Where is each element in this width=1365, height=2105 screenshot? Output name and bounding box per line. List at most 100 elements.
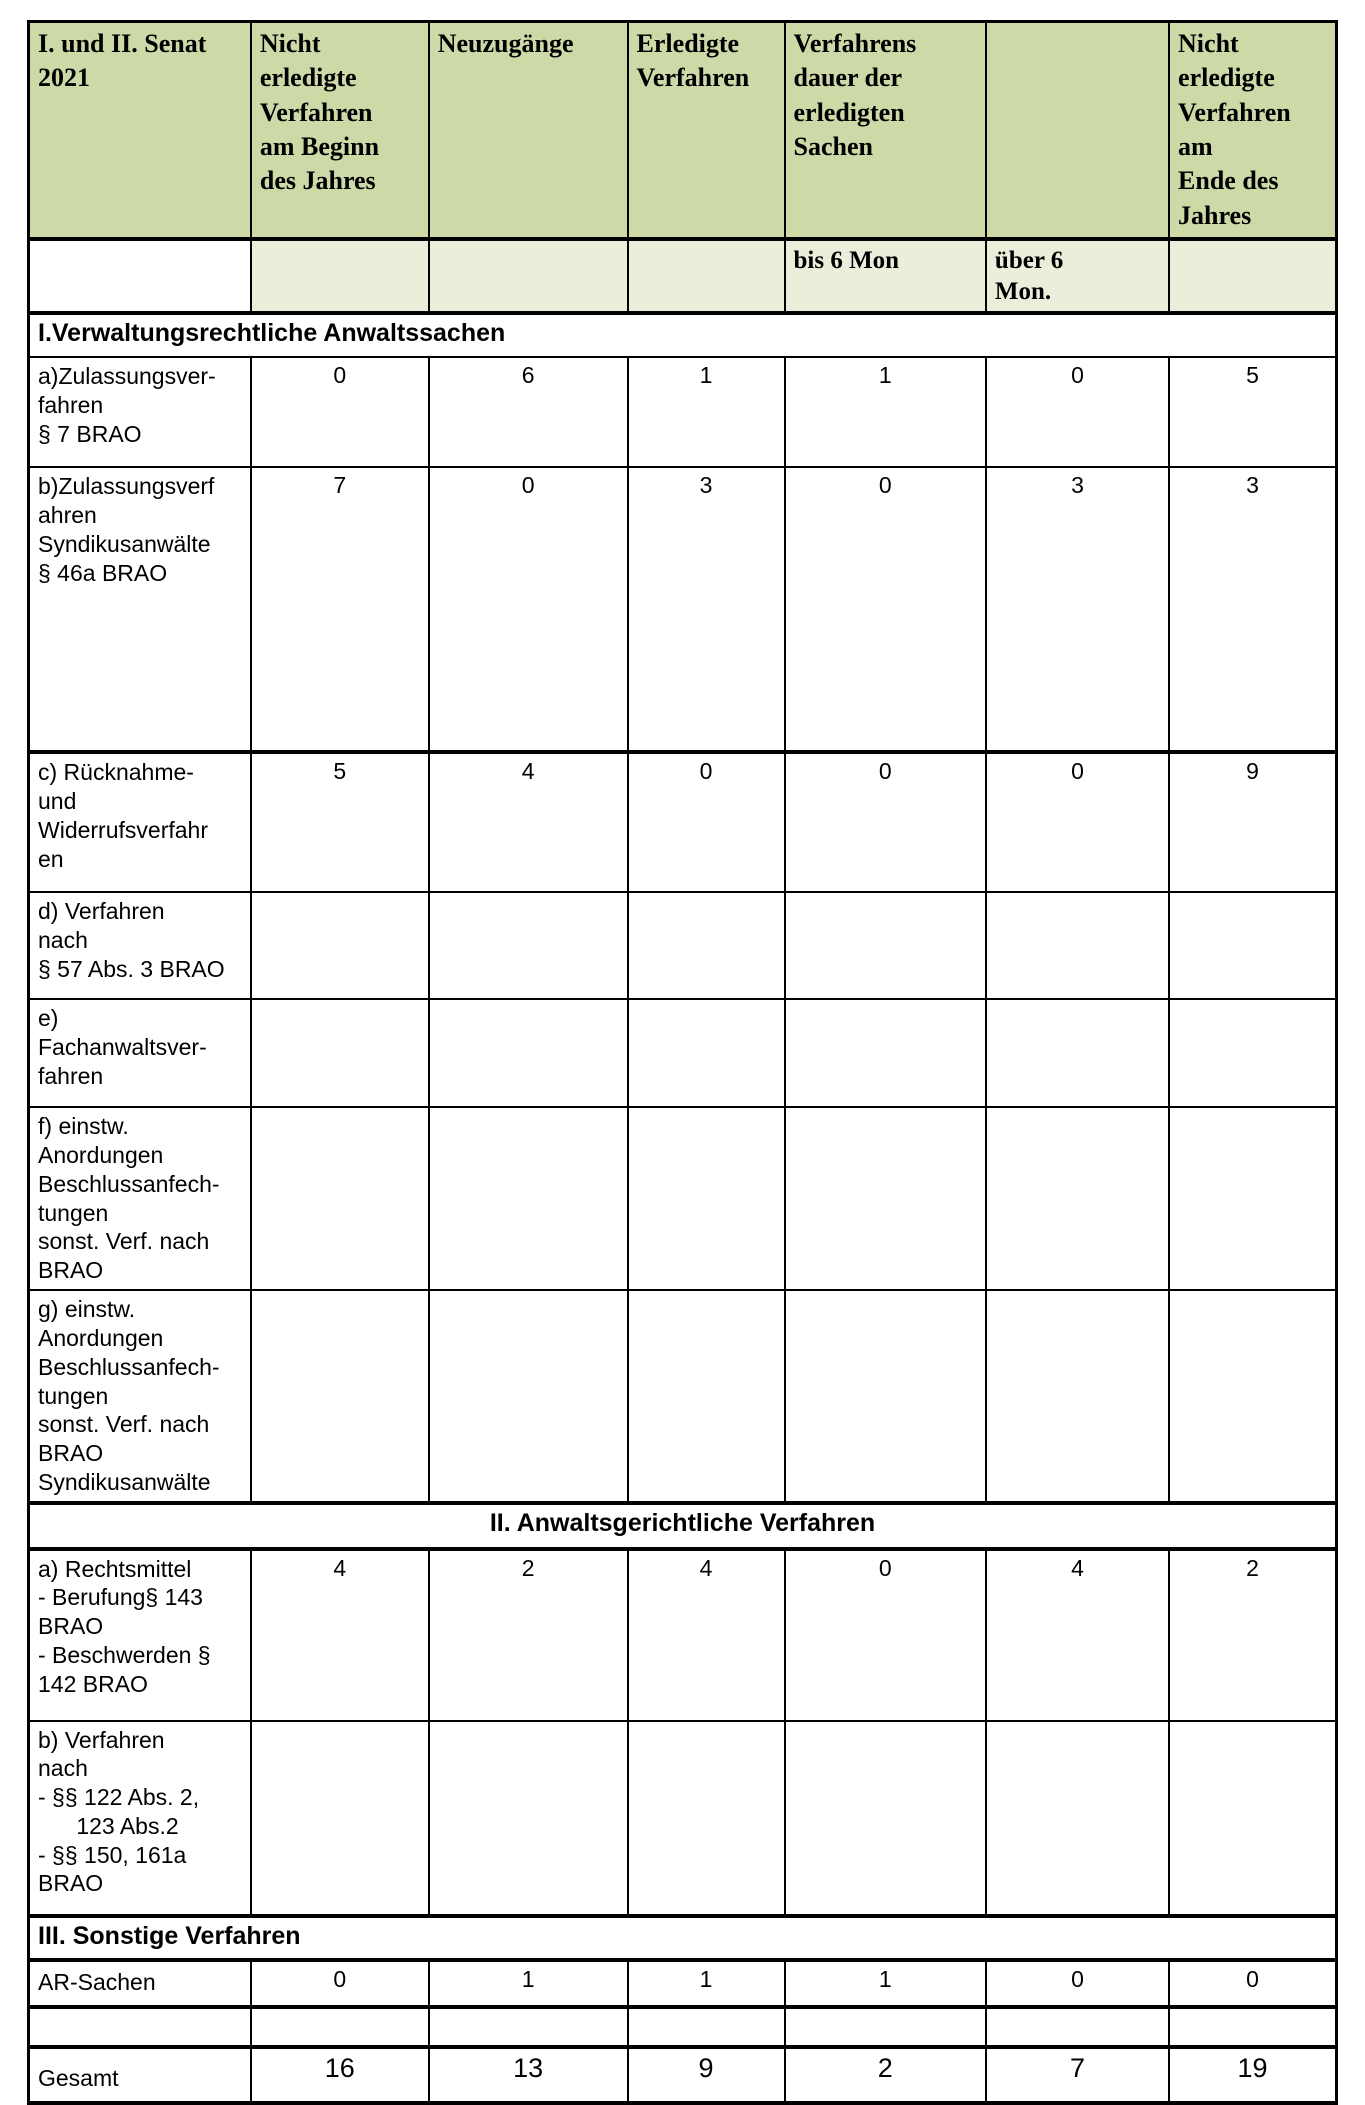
- column-subheader-cell: [626, 237, 786, 316]
- row-label-cell: Gesamt: [27, 2045, 252, 2105]
- value-cell: 2: [1168, 1547, 1338, 1722]
- column-header-cell: [984, 20, 1171, 241]
- value-cell: 9: [626, 2045, 786, 2105]
- value-cell: 3: [984, 466, 1171, 755]
- value-cell: [1168, 1719, 1338, 1918]
- column-header-cell: Nicht erledigte Verfahren am Beginn des …: [249, 20, 430, 241]
- row-label-cell: g) einstw. Anordungen Beschlussanfech- t…: [27, 1289, 252, 1505]
- value-cell: [783, 2005, 987, 2049]
- value-cell: 3: [1168, 466, 1338, 755]
- value-cell: 1: [783, 1958, 987, 2009]
- value-cell: 0: [984, 356, 1171, 469]
- value-cell: [626, 1719, 786, 1918]
- table-row: AR-Sachen 0 1 1 1 0 0: [27, 1958, 1338, 2009]
- value-cell: [249, 998, 430, 1109]
- table-row: f) einstw. Anordungen Beschlussanfech- t…: [27, 1106, 1338, 1292]
- value-cell: 5: [1168, 356, 1338, 469]
- value-cell: [626, 1106, 786, 1292]
- value-cell: [427, 891, 629, 1001]
- value-cell: 1: [783, 356, 987, 469]
- value-cell: 0: [783, 751, 987, 894]
- value-cell: [249, 2005, 430, 2049]
- section-header: III. Sonstige Verfahren: [27, 1914, 1338, 1962]
- table-row: I. und II. Senat 2021 Nicht erledigte Ver…: [27, 20, 1338, 241]
- table-row: a) Rechtsmittel - Berufung§ 143 BRAO - B…: [27, 1547, 1338, 1722]
- value-cell: 0: [249, 356, 430, 469]
- value-cell: 16: [249, 2045, 430, 2105]
- column-subheader-cell: [1168, 237, 1338, 316]
- value-cell: [249, 1106, 430, 1292]
- row-label-cell: a) Rechtsmittel - Berufung§ 143 BRAO - B…: [27, 1547, 252, 1722]
- value-cell: 0: [626, 751, 786, 894]
- value-cell: 4: [626, 1547, 786, 1722]
- value-cell: 7: [984, 2045, 1171, 2105]
- table-row: b)Zulassungsverf ahren Syndikusanwälte §…: [27, 466, 1338, 755]
- column-subheader-cell: [27, 237, 252, 316]
- value-cell: 4: [427, 751, 629, 894]
- value-cell: [626, 2005, 786, 2049]
- value-cell: 2: [427, 1547, 629, 1722]
- value-cell: [984, 1719, 1171, 1918]
- row-label-cell: AR-Sachen: [27, 1958, 252, 2009]
- value-cell: [626, 891, 786, 1001]
- value-cell: 0: [984, 751, 1171, 894]
- statistics-table: I. und II. Senat 2021 Nicht erledigte Ver…: [27, 20, 1338, 2105]
- value-cell: 9: [1168, 751, 1338, 894]
- column-header-cell: Verfahrens dauer der erledigten Sachen: [783, 20, 987, 241]
- row-label-cell: d) Verfahren nach § 57 Abs. 3 BRAO: [27, 891, 252, 1001]
- value-cell: 13: [427, 2045, 629, 2105]
- column-subheader-cell: über 6 Mon.: [984, 237, 1171, 316]
- value-cell: 6: [427, 356, 629, 469]
- value-cell: 0: [783, 1547, 987, 1722]
- value-cell: [1168, 1289, 1338, 1505]
- value-cell: [1168, 891, 1338, 1001]
- value-cell: [984, 998, 1171, 1109]
- value-cell: 1: [626, 356, 786, 469]
- column-header-cell: Erledigte Verfahren: [626, 20, 786, 241]
- table-row: III. Sonstige Verfahren: [27, 1914, 1338, 1962]
- value-cell: 3: [626, 466, 786, 755]
- value-cell: [427, 998, 629, 1109]
- row-label-cell: a)Zulassungsver- fahren § 7 BRAO: [27, 356, 252, 469]
- table-body: I. und II. Senat 2021 Nicht erledigte Ver…: [27, 20, 1338, 2105]
- table-row: g) einstw. Anordungen Beschlussanfech- t…: [27, 1289, 1338, 1505]
- table-row: Gesamt 16 13 9 2 7 19: [27, 2045, 1338, 2105]
- value-cell: 19: [1168, 2045, 1338, 2105]
- value-cell: 5: [249, 751, 430, 894]
- value-cell: [427, 1289, 629, 1505]
- value-cell: [427, 2005, 629, 2049]
- table-row: e) Fachanwaltsver- fahren: [27, 998, 1338, 1109]
- value-cell: [783, 891, 987, 1001]
- table-row: b) Verfahren nach - §§ 122 Abs. 2, 123 A…: [27, 1719, 1338, 1918]
- value-cell: [984, 1289, 1171, 1505]
- table-row: [27, 2005, 1338, 2049]
- value-cell: [1168, 998, 1338, 1109]
- row-label-cell: b) Verfahren nach - §§ 122 Abs. 2, 123 A…: [27, 1719, 252, 1918]
- value-cell: [984, 1106, 1171, 1292]
- value-cell: [427, 1106, 629, 1292]
- value-cell: [984, 891, 1171, 1001]
- column-header-cell: I. und II. Senat 2021: [27, 20, 252, 241]
- row-label-cell: [27, 2005, 252, 2049]
- value-cell: [626, 998, 786, 1109]
- value-cell: 0: [427, 466, 629, 755]
- column-subheader-cell: [427, 237, 629, 316]
- value-cell: [249, 891, 430, 1001]
- value-cell: 1: [626, 1958, 786, 2009]
- value-cell: 2: [783, 2045, 987, 2105]
- value-cell: [626, 1289, 786, 1505]
- value-cell: 0: [249, 1958, 430, 2009]
- table-row: d) Verfahren nach § 57 Abs. 3 BRAO: [27, 891, 1338, 1001]
- column-subheader-cell: [249, 237, 430, 316]
- table-row: a)Zulassungsver- fahren § 7 BRAO 0 6 1 1 0 5: [27, 356, 1338, 469]
- column-header-cell: Neuzugänge: [427, 20, 629, 241]
- value-cell: 0: [984, 1958, 1171, 2009]
- value-cell: [783, 1106, 987, 1292]
- value-cell: 0: [783, 466, 987, 755]
- value-cell: 1: [427, 1958, 629, 2009]
- row-label-cell: b)Zulassungsverf ahren Syndikusanwälte §…: [27, 466, 252, 755]
- table-row: II. Anwaltsgerichtliche Verfahren: [27, 1501, 1338, 1551]
- column-subheader-cell: bis 6 Mon: [783, 237, 987, 316]
- value-cell: [249, 1719, 430, 1918]
